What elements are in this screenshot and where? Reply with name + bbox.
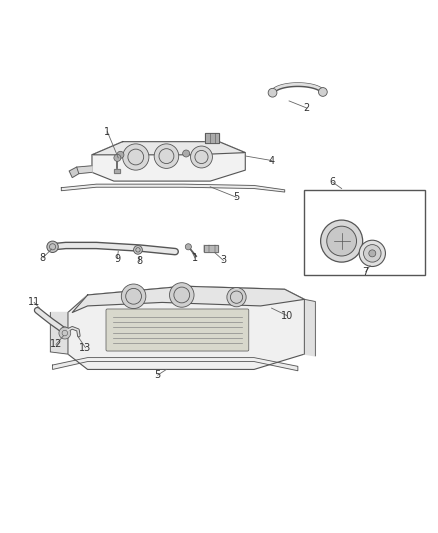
Circle shape: [185, 244, 191, 250]
Circle shape: [359, 240, 385, 266]
Circle shape: [60, 327, 69, 336]
Polygon shape: [69, 167, 79, 177]
Circle shape: [268, 88, 277, 97]
Polygon shape: [61, 184, 285, 192]
Circle shape: [364, 245, 381, 262]
Bar: [204, 245, 218, 253]
Circle shape: [134, 246, 142, 254]
Text: 13: 13: [79, 343, 92, 352]
Circle shape: [191, 146, 212, 168]
Circle shape: [318, 87, 327, 96]
Polygon shape: [77, 166, 92, 174]
Text: 3: 3: [220, 255, 226, 265]
Text: 5: 5: [233, 192, 240, 203]
Text: 8: 8: [136, 256, 142, 266]
Circle shape: [369, 250, 376, 257]
Circle shape: [154, 144, 179, 168]
Bar: [205, 133, 219, 143]
Circle shape: [121, 284, 146, 309]
Text: 5: 5: [155, 370, 161, 380]
Bar: [114, 169, 120, 173]
Text: 10: 10: [281, 311, 293, 320]
Circle shape: [227, 287, 246, 307]
Bar: [304, 190, 425, 275]
Circle shape: [59, 327, 71, 339]
Text: 1: 1: [192, 253, 198, 263]
Circle shape: [327, 226, 357, 256]
Text: 12: 12: [50, 340, 62, 350]
Circle shape: [170, 282, 194, 307]
Text: 9: 9: [114, 254, 120, 264]
Polygon shape: [72, 286, 304, 312]
Text: 4: 4: [268, 156, 275, 166]
Bar: [204, 245, 218, 253]
Circle shape: [321, 220, 363, 262]
Polygon shape: [53, 358, 298, 371]
FancyBboxPatch shape: [106, 309, 249, 351]
Polygon shape: [68, 286, 304, 369]
Circle shape: [114, 155, 121, 161]
Bar: [114, 169, 120, 173]
Polygon shape: [92, 142, 245, 155]
Circle shape: [123, 144, 149, 170]
Circle shape: [47, 241, 58, 253]
Polygon shape: [92, 142, 245, 181]
Text: 1: 1: [104, 127, 110, 136]
Text: 8: 8: [40, 253, 46, 263]
Circle shape: [117, 151, 124, 158]
Bar: [205, 133, 219, 143]
Polygon shape: [50, 312, 68, 354]
Text: 6: 6: [330, 177, 336, 188]
Polygon shape: [304, 300, 315, 356]
Circle shape: [183, 150, 190, 157]
Text: 11: 11: [28, 297, 40, 308]
Text: 7: 7: [363, 266, 369, 277]
Text: 2: 2: [304, 103, 310, 113]
